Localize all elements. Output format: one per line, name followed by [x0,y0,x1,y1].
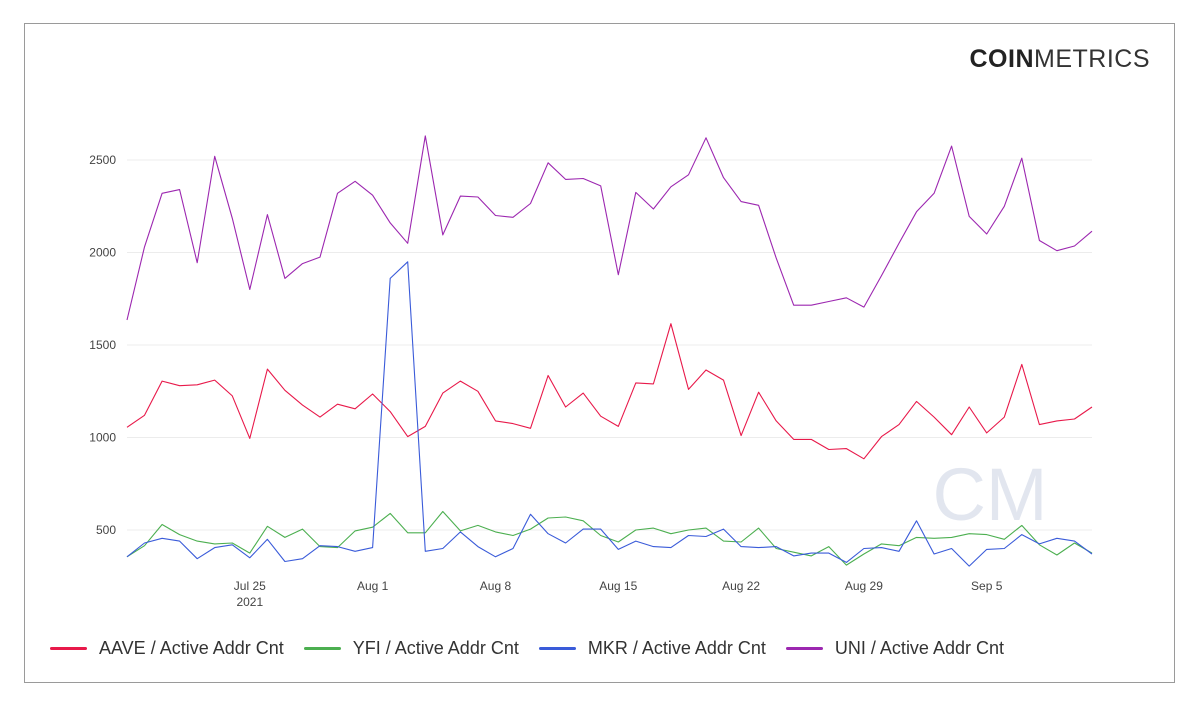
logo-light-text: METRICS [1034,45,1150,73]
y-tick-label: 2500 [89,153,116,167]
y-axis: 500 1000 1500 2000 2500 [89,153,116,537]
legend-swatch-mkr [538,647,576,650]
chart-frame [24,23,1175,683]
y-tick-label: 1000 [89,431,116,445]
legend-label-aave: AAVE / Active Addr Cnt [99,638,284,658]
legend-label-yfi: YFI / Active Addr Cnt [352,638,519,658]
x-tick-label: Aug 8 [480,579,512,593]
legend-label-mkr: MKR / Active Addr Cnt [587,638,766,658]
x-tick-label: Aug 15 [599,579,637,593]
y-tick-label: 1500 [89,338,116,352]
coinmetrics-logo: COINMETRICS [970,45,1151,74]
x-tick-sublabel: 2021 [236,595,263,609]
x-tick-label: Aug 29 [845,579,883,593]
legend-item-mkr[interactable]: MKR / Active Addr Cnt [538,638,766,659]
legend-swatch-uni [785,647,823,650]
legend-swatch-yfi [303,647,341,650]
legend: AAVE / Active Addr Cnt YFI / Active Addr… [50,638,1024,659]
series-line-aave[interactable] [126,323,1093,460]
legend-item-yfi[interactable]: YFI / Active Addr Cnt [303,638,519,659]
line-chart: CM 500 1000 1500 2000 2500 Jul 25 2021 Aug 1 Au… [89,135,1093,609]
series-line-mkr[interactable] [126,261,1093,567]
x-tick-label: Aug 1 [357,579,389,593]
series-lines [126,135,1093,567]
x-axis: Jul 25 2021 Aug 1 Aug 8 Aug 15 Aug 22 Aug 29 Se… [234,579,1003,609]
legend-item-uni[interactable]: UNI / Active Addr Cnt [785,638,1004,659]
legend-item-aave[interactable]: AAVE / Active Addr Cnt [50,638,284,659]
watermark-logo: CM [932,453,1047,536]
x-tick-label: Aug 22 [722,579,760,593]
x-tick-label: Sep 5 [971,579,1003,593]
y-tick-label: 500 [96,523,116,537]
legend-label-uni: UNI / Active Addr Cnt [834,638,1004,658]
series-line-uni[interactable] [126,135,1093,321]
y-tick-label: 2000 [89,246,116,260]
gridlines [127,159,1092,531]
legend-swatch-aave [50,647,87,650]
logo-bold-text: COIN [969,45,1034,73]
x-tick-label: Jul 25 [234,579,266,593]
